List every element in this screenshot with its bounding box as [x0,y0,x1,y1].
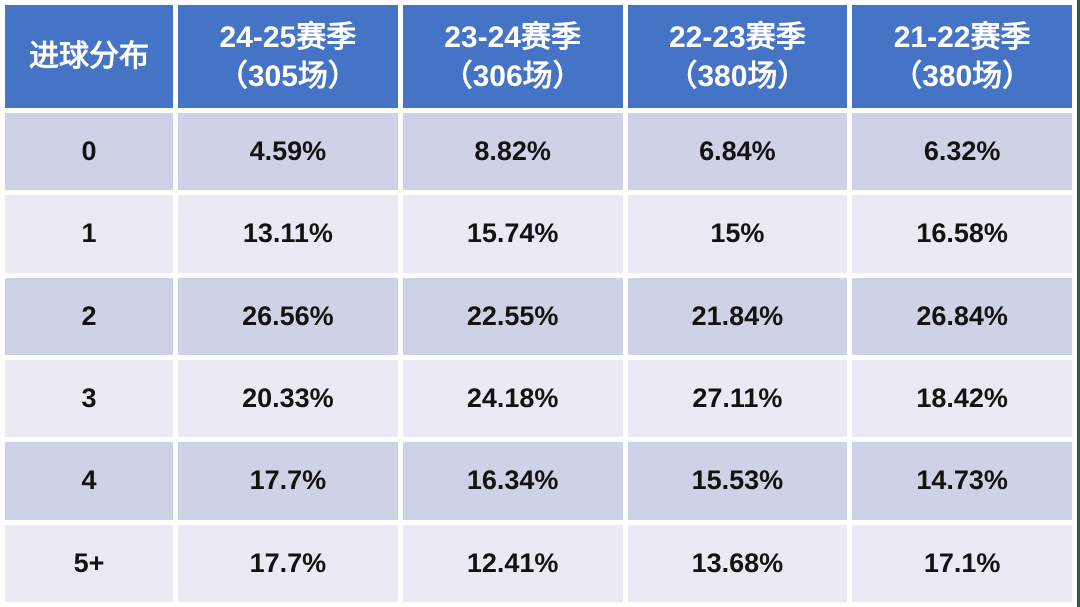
column-header-season-24-25: 24-25赛季 （305场） [178,5,398,108]
value-cell: 12.41% [402,524,623,602]
corner-header-label: 进球分布 [29,40,149,73]
value-cell: 8.82% [402,113,623,191]
row-label-cell: 1 [5,195,173,273]
value-cell: 22.55% [402,277,623,355]
table-row-goals-4: 4 17.7% 16.34% 15.53% 14.73% [5,442,1072,520]
row-label-cell: 3 [5,359,173,438]
value-cell: 16.34% [402,442,623,520]
value-cell: 17.1% [852,524,1072,602]
corner-header-cell: 进球分布 [5,5,173,108]
season-label: 23-24赛季 [444,20,581,54]
value-cell: 15.74% [402,195,623,273]
column-header-season-23-24: 23-24赛季 （306场） [402,5,623,108]
matches-label: （305场） [217,59,358,93]
column-header-season-22-23: 22-23赛季 （380场） [627,5,848,108]
table-row-goals-5plus: 5+ 17.7% 12.41% 13.68% 17.1% [5,524,1072,602]
row-label-cell: 2 [5,277,173,355]
value-cell: 16.58% [852,195,1072,273]
value-cell: 24.18% [402,359,623,438]
value-cell: 26.84% [852,277,1072,355]
value-cell: 17.7% [178,524,398,602]
value-cell: 18.42% [852,359,1072,438]
value-cell: 27.11% [627,359,848,438]
row-label-cell: 5+ [5,524,173,602]
row-label-cell: 4 [5,442,173,520]
table-row-goals-0: 0 4.59% 8.82% 6.84% 6.32% [5,113,1072,191]
header-row: 进球分布 24-25赛季 （305场） 23-24赛季 （306场） 22-23… [5,5,1072,108]
value-cell: 21.84% [627,277,848,355]
value-cell: 6.84% [627,113,848,191]
matches-label: （380场） [667,59,808,93]
column-header-season-21-22: 21-22赛季 （380场） [852,5,1072,108]
value-cell: 26.56% [178,277,398,355]
matches-label: （306场） [442,59,583,93]
right-edge-strip [1077,0,1080,607]
value-cell: 13.68% [627,524,848,602]
row-label-cell: 0 [5,113,173,191]
season-label: 24-25赛季 [219,20,357,54]
value-cell: 17.7% [178,442,398,520]
value-cell: 20.33% [178,359,398,438]
value-cell: 6.32% [852,113,1072,191]
value-cell: 15% [627,195,848,273]
value-cell: 13.11% [178,195,398,273]
value-cell: 14.73% [852,442,1072,520]
season-label: 21-22赛季 [893,20,1031,54]
value-cell: 15.53% [627,442,848,520]
season-label: 22-23赛季 [669,20,806,54]
table-row-goals-2: 2 26.56% 22.55% 21.84% 26.84% [5,277,1072,355]
table-row-goals-3: 3 20.33% 24.18% 27.11% 18.42% [5,359,1072,438]
table-row-goals-1: 1 13.11% 15.74% 15% 16.58% [5,195,1072,273]
matches-label: （380场） [892,59,1033,93]
value-cell: 4.59% [178,113,398,191]
